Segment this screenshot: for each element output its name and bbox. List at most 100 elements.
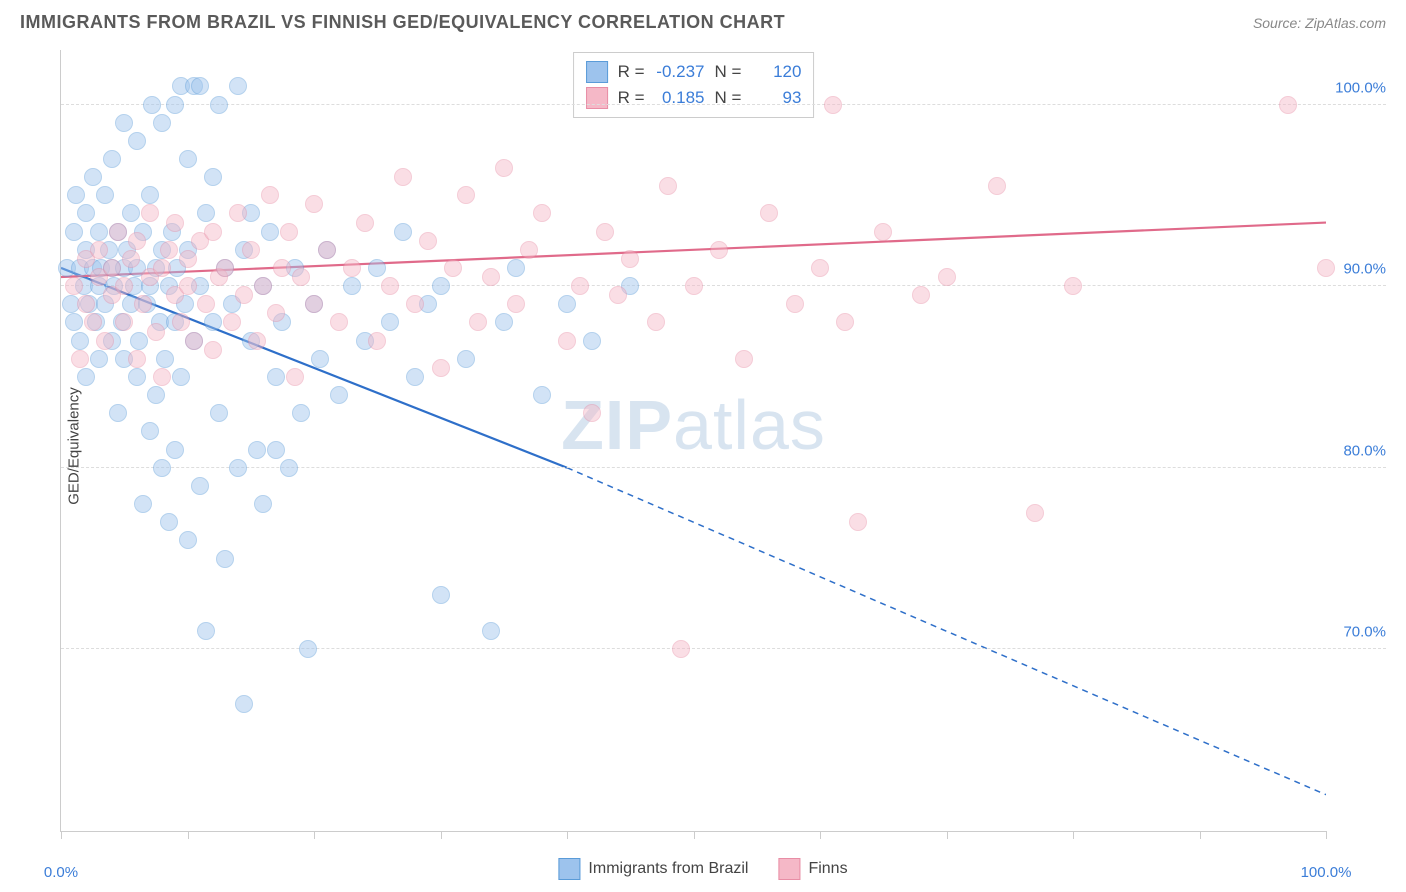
- scatter-point: [330, 386, 348, 404]
- scatter-point: [122, 204, 140, 222]
- scatter-point: [280, 459, 298, 477]
- scatter-point: [621, 250, 639, 268]
- scatter-point: [166, 214, 184, 232]
- legend-series-label: Immigrants from Brazil: [588, 860, 748, 878]
- scatter-point: [160, 513, 178, 531]
- scatter-point: [153, 114, 171, 132]
- scatter-point: [128, 350, 146, 368]
- scatter-point: [141, 204, 159, 222]
- scatter-point: [141, 422, 159, 440]
- scatter-point: [507, 259, 525, 277]
- scatter-point: [457, 350, 475, 368]
- scatter-point: [103, 259, 121, 277]
- scatter-point: [469, 313, 487, 331]
- scatter-point: [141, 186, 159, 204]
- scatter-point: [482, 268, 500, 286]
- scatter-point: [558, 295, 576, 313]
- scatter-point: [419, 232, 437, 250]
- legend-swatch: [778, 858, 800, 880]
- scatter-point: [103, 150, 121, 168]
- scatter-point: [343, 277, 361, 295]
- gridline-h: [61, 467, 1386, 468]
- scatter-point: [134, 495, 152, 513]
- scatter-point: [558, 332, 576, 350]
- legend-r-label: R =: [618, 62, 645, 82]
- scatter-point: [172, 313, 190, 331]
- scatter-point: [1026, 504, 1044, 522]
- scatter-point: [659, 177, 677, 195]
- y-tick-label: 100.0%: [1335, 79, 1386, 96]
- chart-header: IMMIGRANTS FROM BRAZIL VS FINNISH GED/EQ…: [0, 0, 1406, 41]
- scatter-point: [318, 241, 336, 259]
- scatter-point: [520, 241, 538, 259]
- legend-n-value: 93: [751, 88, 801, 108]
- legend-r-value: 0.185: [655, 88, 705, 108]
- scatter-point: [394, 168, 412, 186]
- x-tick: [61, 831, 62, 839]
- scatter-point: [67, 186, 85, 204]
- scatter-point: [482, 622, 500, 640]
- scatter-point: [128, 368, 146, 386]
- scatter-point: [672, 640, 690, 658]
- legend-series-item: Immigrants from Brazil: [558, 858, 748, 880]
- scatter-point: [710, 241, 728, 259]
- scatter-point: [109, 223, 127, 241]
- legend-r-label: R =: [618, 88, 645, 108]
- scatter-point: [84, 168, 102, 186]
- x-tick: [947, 831, 948, 839]
- scatter-point: [533, 204, 551, 222]
- scatter-point: [254, 495, 272, 513]
- scatter-point: [988, 177, 1006, 195]
- scatter-point: [166, 96, 184, 114]
- scatter-point: [507, 295, 525, 313]
- scatter-point: [130, 332, 148, 350]
- scatter-point: [305, 195, 323, 213]
- scatter-point: [216, 259, 234, 277]
- scatter-point: [583, 404, 601, 422]
- scatter-point: [185, 332, 203, 350]
- scatter-point: [156, 350, 174, 368]
- scatter-point: [197, 295, 215, 313]
- scatter-point: [811, 259, 829, 277]
- legend-series-label: Finns: [808, 860, 847, 878]
- y-tick-label: 70.0%: [1343, 624, 1386, 641]
- scatter-point: [65, 223, 83, 241]
- scatter-point: [223, 313, 241, 331]
- scatter-point: [368, 259, 386, 277]
- scatter-point: [849, 513, 867, 531]
- scatter-point: [172, 368, 190, 386]
- legend-n-label: N =: [715, 62, 742, 82]
- scatter-point: [229, 204, 247, 222]
- scatter-point: [191, 477, 209, 495]
- scatter-point: [305, 295, 323, 313]
- scatter-point: [938, 268, 956, 286]
- scatter-point: [210, 404, 228, 422]
- scatter-point: [267, 368, 285, 386]
- scatter-point: [311, 350, 329, 368]
- scatter-point: [90, 350, 108, 368]
- scatter-point: [160, 241, 178, 259]
- watermark: ZIPatlas: [561, 385, 826, 465]
- scatter-point: [1064, 277, 1082, 295]
- scatter-point: [153, 459, 171, 477]
- scatter-point: [115, 277, 133, 295]
- scatter-point: [735, 350, 753, 368]
- scatter-point: [874, 223, 892, 241]
- scatter-point: [71, 350, 89, 368]
- x-tick: [567, 831, 568, 839]
- scatter-point: [457, 186, 475, 204]
- scatter-point: [153, 368, 171, 386]
- scatter-point: [248, 441, 266, 459]
- scatter-point: [786, 295, 804, 313]
- legend-r-value: -0.237: [655, 62, 705, 82]
- x-tick: [441, 831, 442, 839]
- scatter-point: [216, 550, 234, 568]
- scatter-point: [280, 223, 298, 241]
- trend-lines: [61, 50, 1326, 831]
- scatter-point: [685, 277, 703, 295]
- scatter-point: [204, 313, 222, 331]
- scatter-point: [115, 114, 133, 132]
- scatter-point: [760, 204, 778, 222]
- scatter-point: [1279, 96, 1297, 114]
- x-tick: [694, 831, 695, 839]
